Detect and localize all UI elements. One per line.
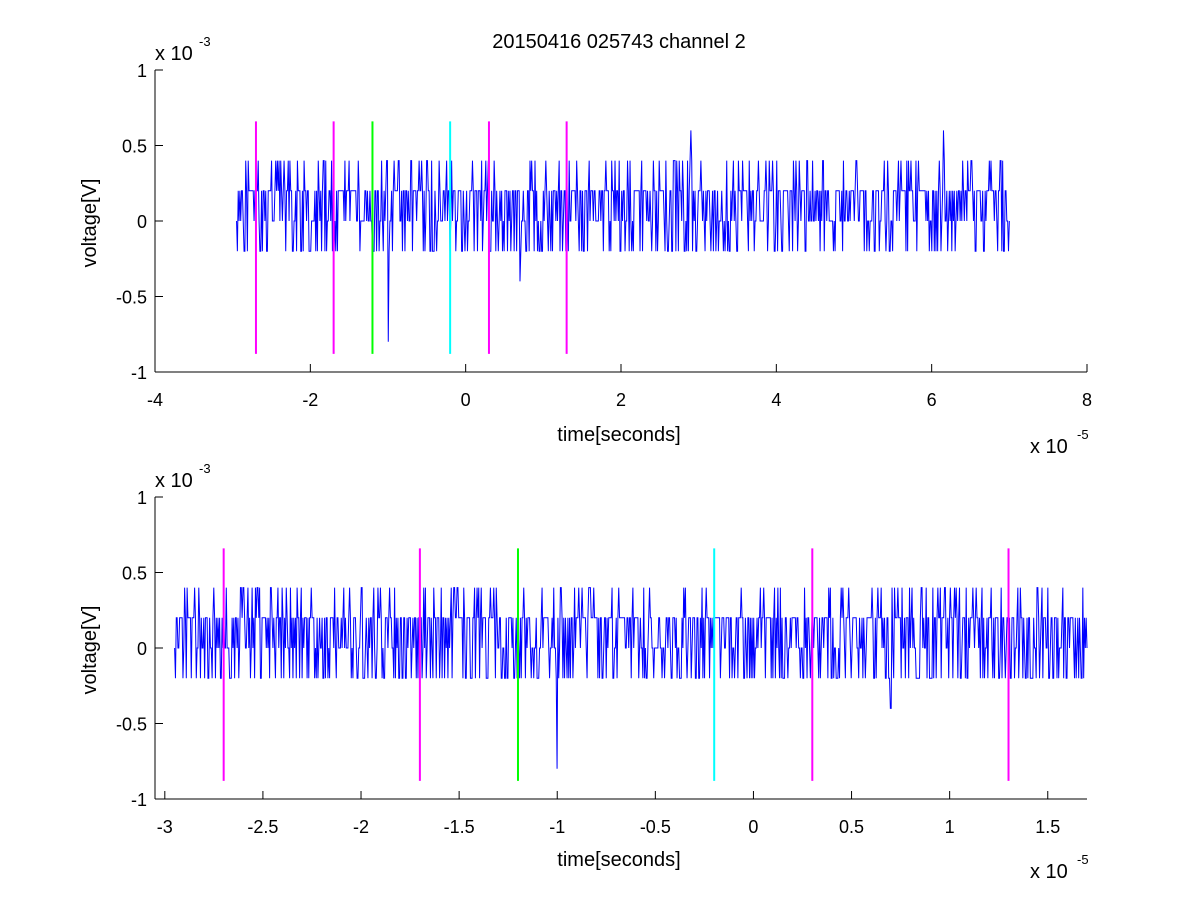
x-tick-label: -2.5 [247, 817, 278, 837]
top-x-multiplier: x 10 [1030, 436, 1068, 458]
x-tick-label: 0 [461, 390, 471, 410]
top-plot-area [154, 70, 1087, 373]
y-tick-label: 0.5 [122, 564, 147, 584]
x-tick-label: 1.5 [1035, 817, 1060, 837]
x-tick-label: -3 [157, 817, 173, 837]
signal-trace [174, 587, 1088, 769]
x-tick-label: -1 [549, 817, 565, 837]
bottom-y-ticks: -1 -0.5 0 0.5 1 [116, 488, 163, 810]
x-tick-label: 4 [771, 390, 781, 410]
top-y-ticks: -1 -0.5 0 0.5 1 [116, 61, 163, 383]
top-x-axis-label: time[seconds] [557, 424, 680, 446]
x-tick-label: -4 [147, 390, 163, 410]
bottom-plot-area [154, 497, 1088, 800]
bottom-y-axis-label: voltage[V] [79, 606, 101, 695]
bottom-x-multiplier-exponent: -5 [1077, 852, 1089, 867]
bottom-y-multiplier-exponent: -3 [199, 461, 211, 476]
y-tick-label: -0.5 [116, 288, 147, 308]
y-tick-label: -1 [131, 790, 147, 810]
bottom-x-ticks: -3 -2.5 -2 -1.5 -1 -0.5 0 0.5 1 1.5 [157, 791, 1060, 837]
signal-trace [236, 130, 1010, 342]
x-tick-label: 8 [1082, 390, 1092, 410]
y-tick-label: 1 [137, 61, 147, 81]
x-tick-label: 0 [748, 817, 758, 837]
x-tick-label: -2 [302, 390, 318, 410]
figure-title: 20150416 025743 channel 2 [492, 31, 746, 53]
x-tick-label: 2 [616, 390, 626, 410]
bottom-subplot: -3 -2.5 -2 -1.5 -1 -0.5 0 0.5 1 1.5 -1 -0.5 0 0.5 1 t… [79, 461, 1089, 883]
y-tick-label: 1 [137, 488, 147, 508]
x-tick-label: 1 [945, 817, 955, 837]
x-tick-label: 0.5 [839, 817, 864, 837]
bottom-x-axis-label: time[seconds] [557, 849, 680, 871]
top-y-multiplier: x 10 [155, 43, 193, 65]
top-x-ticks: -4 -2 0 2 4 6 8 [147, 364, 1092, 410]
top-y-multiplier-exponent: -3 [199, 34, 211, 49]
x-tick-label: -0.5 [640, 817, 671, 837]
x-tick-label: -1.5 [444, 817, 475, 837]
y-tick-label: -1 [131, 363, 147, 383]
y-tick-label: 0 [137, 639, 147, 659]
bottom-y-multiplier: x 10 [155, 470, 193, 492]
y-tick-label: 0 [137, 212, 147, 232]
x-tick-label: -2 [353, 817, 369, 837]
y-tick-label: -0.5 [116, 715, 147, 735]
top-y-axis-label: voltage[V] [79, 179, 101, 268]
top-x-multiplier-exponent: -5 [1077, 427, 1089, 442]
bottom-x-multiplier: x 10 [1030, 861, 1068, 883]
y-tick-label: 0.5 [122, 137, 147, 157]
top-subplot: -4 -2 0 2 4 6 8 -1 -0.5 0 0.5 1 time[seconds] volt… [79, 34, 1092, 458]
x-tick-label: 6 [927, 390, 937, 410]
